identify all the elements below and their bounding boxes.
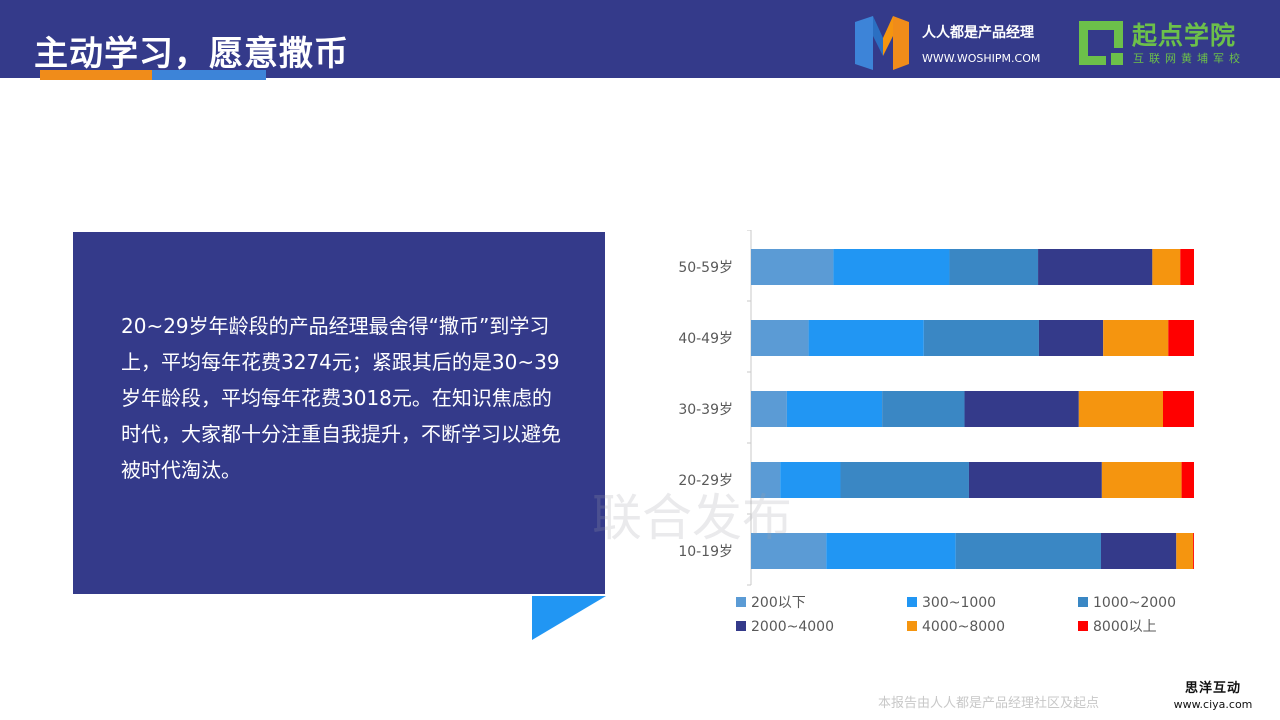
title-accent-orange bbox=[40, 70, 152, 80]
category-label: 10-19岁 bbox=[678, 544, 733, 560]
legend-label: 2000~4000 bbox=[751, 619, 834, 635]
bar-segment bbox=[786, 391, 883, 427]
bar-segment bbox=[751, 533, 827, 569]
legend-label: 300~1000 bbox=[922, 595, 996, 611]
legend-label: 200以下 bbox=[751, 595, 806, 611]
logo1-url: WWW.WOSHIPM.COM bbox=[922, 52, 1041, 65]
page-title: 主动学习，愿意撒币 bbox=[34, 34, 349, 74]
legend-swatch bbox=[736, 597, 746, 607]
bar-segment bbox=[808, 320, 924, 356]
stamp-top: 思洋互动 bbox=[1184, 681, 1241, 696]
bar-segment bbox=[826, 533, 956, 569]
woshipm-logo-icon bbox=[855, 16, 909, 70]
bar-segment bbox=[751, 462, 781, 498]
legend-label: 4000~8000 bbox=[922, 619, 1005, 635]
bar-segment bbox=[1152, 249, 1181, 285]
bar-segment bbox=[923, 320, 1039, 356]
logo1-name: 人人都是产品经理 bbox=[922, 25, 1034, 41]
bar-segment bbox=[1180, 249, 1194, 285]
bar-segment bbox=[1078, 391, 1163, 427]
bar-segment bbox=[949, 249, 1039, 285]
legend-swatch bbox=[1078, 597, 1088, 607]
header-bar bbox=[0, 0, 1280, 78]
legend-item: 1000~2000 bbox=[1078, 595, 1176, 611]
bar-segment bbox=[1038, 320, 1104, 356]
legend-item: 2000~4000 bbox=[736, 619, 834, 635]
footer-note: 本报告由人人都是产品经理社区及起点 bbox=[878, 696, 1100, 711]
legend-label: 1000~2000 bbox=[1093, 595, 1176, 611]
summary-text: 20~29岁年龄段的产品经理最舍得“撒币”到学习上，平均每年花费3274元；紧跟… bbox=[121, 314, 561, 482]
bar-segment bbox=[1176, 533, 1194, 569]
bar-segment bbox=[833, 249, 950, 285]
bar-segment bbox=[955, 533, 1101, 569]
logo2-subtitle: 互联网黄埔军校 bbox=[1133, 52, 1245, 65]
bar-segment bbox=[1181, 462, 1194, 498]
category-label: 30-39岁 bbox=[678, 402, 733, 418]
legend-swatch bbox=[907, 597, 917, 607]
corner-triangle bbox=[532, 596, 606, 640]
bar-segment bbox=[964, 391, 1079, 427]
category-label: 40-49岁 bbox=[678, 331, 733, 347]
bar-segment bbox=[1101, 462, 1182, 498]
bar-segment bbox=[780, 462, 841, 498]
bar-segment bbox=[1100, 533, 1177, 569]
stacked-bar-chart: 50-59岁 40-49岁 30-39岁 20-29岁 10-19岁 200以下 300~1… bbox=[678, 230, 1194, 635]
category-label: 20-29岁 bbox=[678, 473, 733, 489]
corner-stamp: 思洋互动 www.ciya.com bbox=[1158, 680, 1268, 716]
bar-segment bbox=[840, 462, 969, 498]
bar-segment bbox=[1193, 533, 1194, 569]
legend-swatch bbox=[907, 621, 917, 631]
legend-item: 4000~8000 bbox=[907, 619, 1005, 635]
legend-swatch bbox=[736, 621, 746, 631]
bar-segment bbox=[751, 391, 787, 427]
bar-segment bbox=[968, 462, 1102, 498]
legend-label: 8000以上 bbox=[1093, 619, 1157, 635]
bar-segment bbox=[751, 320, 809, 356]
legend-item: 300~1000 bbox=[907, 595, 996, 611]
bar-segment bbox=[751, 249, 834, 285]
bar-segment bbox=[1162, 391, 1194, 427]
bar-segment bbox=[1038, 249, 1153, 285]
legend-item: 8000以上 bbox=[1078, 619, 1157, 635]
logo2-name: 起点学院 bbox=[1132, 21, 1237, 50]
summary-box: 20~29岁年龄段的产品经理最舍得“撒币”到学习上，平均每年花费3274元；紧跟… bbox=[73, 232, 605, 594]
qidian-logo-icon bbox=[1079, 21, 1123, 65]
legend-item: 200以下 bbox=[736, 595, 806, 611]
bar-segment bbox=[1168, 320, 1194, 356]
title-accent-blue bbox=[152, 70, 266, 80]
bar-segment bbox=[1103, 320, 1169, 356]
stamp-bottom: www.ciya.com bbox=[1173, 698, 1253, 711]
bar-segment bbox=[882, 391, 965, 427]
legend-swatch bbox=[1078, 621, 1088, 631]
category-label: 50-59岁 bbox=[678, 260, 733, 276]
